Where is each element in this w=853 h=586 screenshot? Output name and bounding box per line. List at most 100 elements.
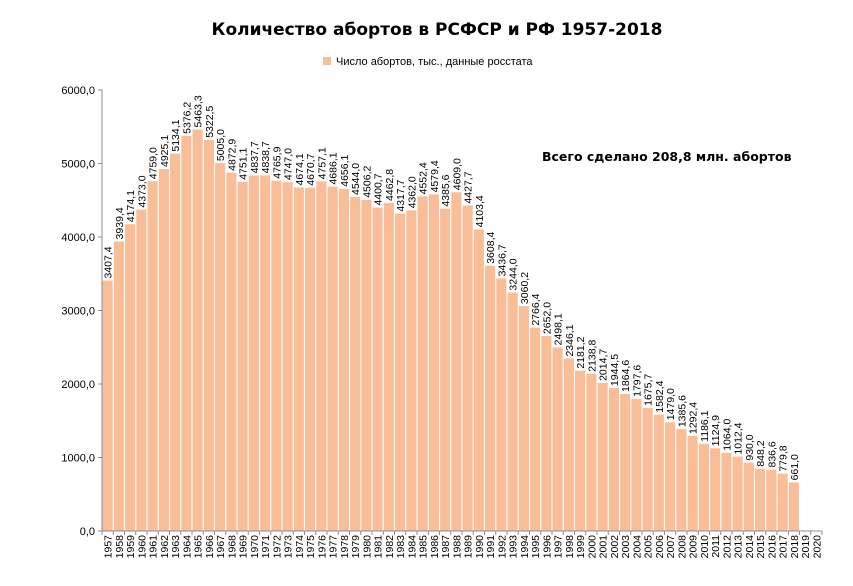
data-label: 4674,1 bbox=[294, 153, 306, 185]
data-label: 4174,1 bbox=[125, 190, 137, 222]
x-tick-label: 2008 bbox=[676, 535, 688, 559]
x-tick-label: 2011 bbox=[710, 535, 722, 558]
bar bbox=[338, 188, 349, 531]
bar bbox=[203, 139, 214, 531]
data-label: 4747,0 bbox=[283, 148, 295, 180]
x-tick-label: 1995 bbox=[530, 535, 542, 559]
data-label: 2138,8 bbox=[586, 340, 598, 372]
bar bbox=[631, 398, 642, 531]
data-label: 2181,2 bbox=[575, 336, 587, 368]
x-tick-label: 1996 bbox=[541, 535, 553, 559]
bar bbox=[293, 187, 304, 531]
x-tick-label: 1988 bbox=[451, 535, 463, 559]
x-tick-label: 1987 bbox=[440, 535, 452, 559]
x-tick-label: 1971 bbox=[260, 535, 272, 559]
bar bbox=[586, 373, 597, 531]
data-label: 4765,9 bbox=[271, 146, 283, 178]
bar bbox=[406, 210, 417, 531]
y-tick-label: 6000,0 bbox=[61, 85, 95, 97]
data-label: 848,2 bbox=[755, 440, 767, 466]
x-tick-label: 1983 bbox=[395, 535, 407, 559]
bar bbox=[676, 429, 687, 531]
y-tick-label: 2000,0 bbox=[61, 379, 95, 391]
x-tick-label: 2000 bbox=[586, 535, 598, 559]
bar bbox=[653, 414, 664, 531]
x-tick-label: 1972 bbox=[271, 535, 283, 559]
data-label: 3060,2 bbox=[519, 272, 531, 304]
bar bbox=[777, 473, 788, 531]
bar bbox=[181, 135, 192, 531]
data-label: 5005,0 bbox=[215, 129, 227, 161]
bar bbox=[597, 382, 608, 531]
data-label: 4656,1 bbox=[339, 155, 351, 187]
bar bbox=[530, 327, 541, 531]
data-label: 4552,4 bbox=[418, 162, 430, 194]
bar bbox=[766, 469, 777, 531]
bar bbox=[113, 241, 124, 531]
x-tick-label: 1992 bbox=[496, 535, 508, 559]
x-tick-label: 1991 bbox=[485, 535, 497, 559]
x-tick-label: 1958 bbox=[114, 535, 126, 559]
x-tick-label: 2007 bbox=[665, 535, 677, 559]
x-tick-label: 1963 bbox=[170, 535, 182, 559]
data-label: 4462,8 bbox=[384, 169, 396, 201]
bar bbox=[496, 278, 507, 531]
x-tick-label: 2005 bbox=[643, 535, 655, 559]
data-label: 4579,4 bbox=[429, 160, 441, 192]
data-label: 1479,0 bbox=[665, 388, 677, 420]
x-tick-label: 1965 bbox=[193, 535, 205, 559]
x-tick-label: 2014 bbox=[744, 535, 756, 559]
bar bbox=[428, 194, 439, 531]
x-tick-label: 1993 bbox=[508, 535, 520, 559]
data-label: 5463,3 bbox=[193, 95, 205, 127]
bar bbox=[271, 180, 282, 531]
data-label: 4317,7 bbox=[395, 179, 407, 211]
bar bbox=[721, 452, 732, 531]
x-tick-label: 1967 bbox=[215, 535, 227, 559]
data-label: 4751,1 bbox=[238, 148, 250, 180]
x-tick-label: 2012 bbox=[721, 535, 733, 559]
y-tick-label: 0,0 bbox=[80, 526, 95, 538]
data-label: 1582,4 bbox=[654, 380, 666, 412]
x-tick-label: 1978 bbox=[339, 535, 351, 559]
data-label: 3608,4 bbox=[485, 232, 497, 264]
x-tick-label: 1966 bbox=[204, 535, 216, 559]
bar bbox=[608, 388, 619, 531]
bar bbox=[462, 205, 473, 531]
bar bbox=[518, 306, 529, 531]
bar bbox=[473, 229, 484, 532]
bar bbox=[147, 181, 158, 531]
x-tick-label: 1997 bbox=[553, 535, 565, 559]
data-label: 836,6 bbox=[766, 441, 778, 467]
bar bbox=[620, 393, 631, 531]
bar bbox=[788, 482, 799, 531]
data-label: 3939,4 bbox=[114, 207, 126, 239]
bar bbox=[237, 181, 248, 532]
x-tick-label: 1994 bbox=[519, 535, 531, 559]
bar bbox=[372, 207, 383, 531]
x-tick-label: 1974 bbox=[294, 535, 306, 559]
bar bbox=[102, 280, 113, 531]
y-tick-label: 5000,0 bbox=[61, 159, 95, 171]
x-tick-label: 2001 bbox=[598, 535, 610, 559]
bar bbox=[687, 436, 698, 531]
x-tick-label: 1969 bbox=[238, 535, 250, 559]
bar bbox=[732, 456, 743, 531]
data-label: 930,0 bbox=[744, 434, 756, 460]
data-label: 3407,4 bbox=[103, 246, 115, 278]
data-label: 1944,5 bbox=[609, 354, 621, 386]
bar bbox=[170, 153, 181, 531]
bar bbox=[575, 370, 586, 531]
x-tick-label: 1999 bbox=[575, 535, 587, 559]
x-tick-label: 2013 bbox=[733, 535, 745, 559]
y-tick-label: 1000,0 bbox=[61, 453, 95, 465]
data-label: 4757,1 bbox=[316, 147, 328, 179]
x-tick-label: 2020 bbox=[811, 535, 823, 559]
x-tick-label: 1961 bbox=[148, 535, 160, 559]
data-label: 1012,4 bbox=[733, 422, 745, 454]
chart-title: Количество абортов в РСФСР и РФ 1957-201… bbox=[212, 20, 663, 40]
bar bbox=[248, 175, 259, 531]
x-tick-label: 1959 bbox=[125, 535, 137, 559]
x-tick-label: 2010 bbox=[699, 535, 711, 559]
data-label: 2652,0 bbox=[541, 302, 553, 334]
